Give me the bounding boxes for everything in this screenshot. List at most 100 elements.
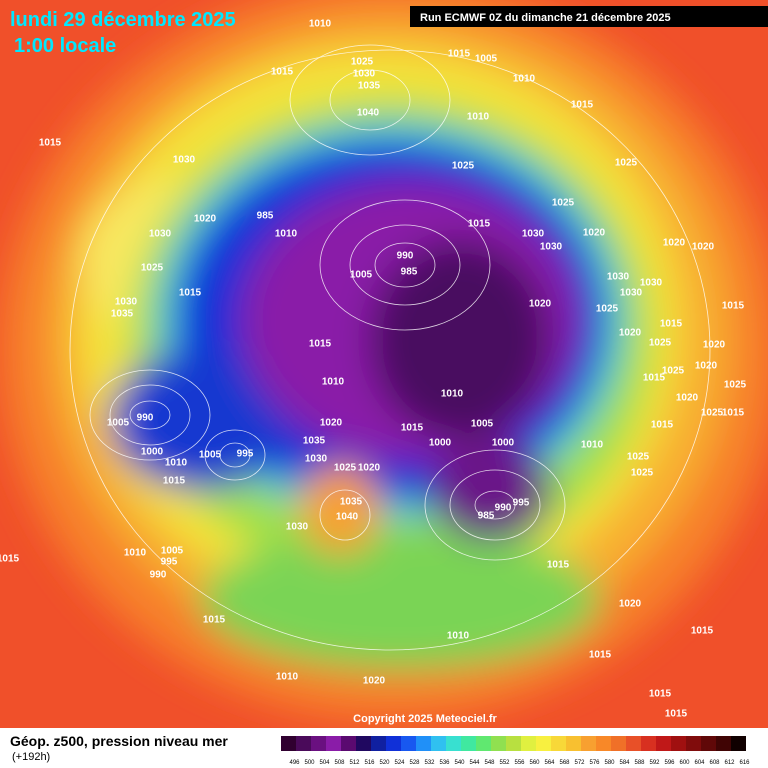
scale-swatch [671,736,686,751]
isobar-label: 1020 [692,242,715,253]
isobar-label: 1015 [401,423,424,434]
isobar-label: 1010 [467,112,490,123]
color-scale: 496 500 504 508 512 516 520 524 528 532 536 540 544 5… [281,736,750,766]
scale-label: 496 [289,760,300,766]
scale-swatch [326,736,341,751]
isobar-label: 1010 [447,631,470,642]
isobar-label: 1015 [643,373,666,384]
scale-swatch [701,736,716,751]
scale-swatch [356,736,371,751]
scale-swatch [431,736,446,751]
isobar-label: 1035 [111,309,134,320]
scale-swatch [641,736,656,751]
isobar-label: 1005 [161,546,184,557]
isobar-label: 1025 [596,304,619,315]
scale-swatch [461,736,476,751]
isobar-label: 1000 [429,438,452,449]
scale-swatch [626,736,641,751]
isobar-label: 1015 [589,650,612,661]
isobar-label: 1005 [107,418,130,429]
scale-label: 536 [439,760,450,766]
isobar-label: 995 [237,449,254,460]
isobar-label: 1025 [649,338,672,349]
scale-swatch [731,736,746,751]
isobar-label: 1025 [141,263,164,274]
scale-label: 556 [514,760,525,766]
scale-label: 568 [559,760,570,766]
scale-swatch [716,736,731,751]
scale-swatch [446,736,461,751]
isobar-label: 1035 [340,497,363,508]
isobar-label: 1000 [492,438,515,449]
scale-swatch [521,736,536,751]
isobar-label: 1035 [303,436,326,447]
scale-swatch [416,736,431,751]
scale-swatch [596,736,611,751]
isobar-label: 1030 [522,229,545,240]
isobar-label: 1010 [581,440,604,451]
scale-swatch [296,736,311,751]
isobar-label: 1020 [676,393,699,404]
scale-swatch [551,736,566,751]
scale-label: 512 [349,760,360,766]
scale-label: 596 [664,760,675,766]
isobar-label: 1025 [552,198,575,209]
isobar-label: 1025 [724,380,747,391]
isobar-label: 1025 [452,161,475,172]
isobar-label: 1025 [662,366,685,377]
isobar-label: 1015 [179,288,202,299]
isobar-label: 1040 [357,108,380,119]
isobar-label: 1010 [124,548,147,559]
isobar-label: 1020 [663,238,686,249]
isobar-label: 990 [150,570,167,581]
isobar-label: 1030 [353,69,376,80]
scale-swatch [581,736,596,751]
isobar-label: 1020 [695,361,718,372]
isobar-label: 1015 [691,626,714,637]
legend-lead: (+192h) [12,751,50,763]
scale-label: 500 [304,760,315,766]
scale-label: 612 [724,760,735,766]
scale-swatch [491,736,506,751]
scale-label: 604 [694,760,705,766]
scale-swatch [281,736,296,751]
scale-label: 516 [364,760,375,766]
scale-swatch [311,736,326,751]
legend-title: Géop. z500, pression niveau mer [10,733,228,749]
isobar-label: 1035 [358,81,381,92]
isobar-label: 1025 [334,463,357,474]
scale-swatch [611,736,626,751]
scale-swatch [386,736,401,751]
isobar-label: 1015 [468,219,491,230]
scale-swatch [566,736,581,751]
isobar-label: 1005 [475,54,498,65]
isobar-label: 1020 [529,299,552,310]
scale-swatch [686,736,701,751]
isobar-label: 1025 [615,158,638,169]
scale-label: 600 [679,760,690,766]
isobar-label: 990 [397,251,414,262]
scale-swatch [476,736,491,751]
isobar-label: 995 [513,498,530,509]
run-box [410,6,768,27]
isobar-label: 990 [137,413,154,424]
isobar-label: 1030 [640,278,663,289]
isobar-label: 1025 [627,452,650,463]
isobar-label: 1015 [547,560,570,571]
isobar-label: 1015 [571,100,594,111]
isobar-label: 985 [401,267,418,278]
isobar-label: 1005 [199,450,222,461]
isobar-label: 1015 [0,554,20,565]
isobar-label: 1020 [194,214,217,225]
isobar-label: 1000 [141,447,164,458]
scale-label: 548 [484,760,495,766]
isobar-label: 1025 [351,57,374,68]
isobar-label: 1020 [358,463,381,474]
isobar-label: 995 [161,557,178,568]
isobar-label: 1025 [631,468,654,479]
isobar-label: 985 [478,511,495,522]
isobar-label: 1005 [350,270,373,281]
isobar-label: 1030 [173,155,196,166]
isobar-label: 1015 [203,615,226,626]
